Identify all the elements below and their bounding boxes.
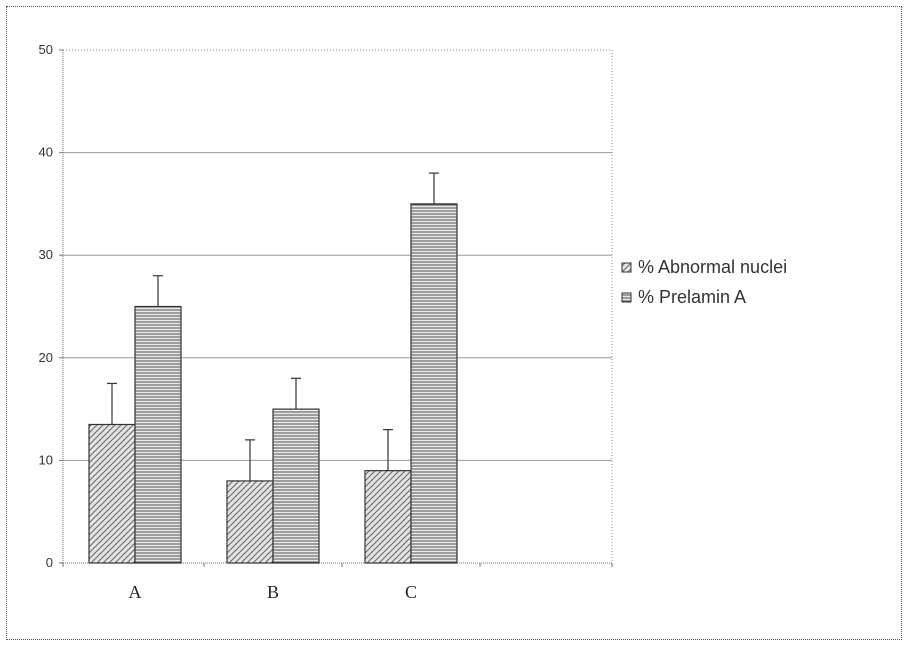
legend: % Abnormal nuclei % Prelamin A [621,257,787,307]
x-tick-label: C [405,582,417,602]
bar-A-series-1 [134,305,182,564]
y-tick-label: 10 [39,452,53,467]
y-tick-label: 50 [39,42,53,57]
y-tick-label: 40 [39,145,53,160]
labels: 0 10 20 30 40 50 A B C [39,42,417,602]
axes [59,49,613,567]
bar-B-series-1 [272,408,320,564]
y-tick-label: 20 [39,350,53,365]
bar-B-series-0 [226,480,274,564]
x-tick-label: B [267,582,279,602]
y-tick-label: 0 [46,555,53,570]
legend-swatch-0 [621,262,632,273]
bar-C-series-1 [410,203,458,564]
legend-entry-1: % Prelamin A [638,287,746,307]
legend-entry-0: % Abnormal nuclei [638,257,787,277]
bar-A-series-0 [88,423,136,564]
legend-swatch-1 [621,292,632,303]
x-tick-label: A [129,582,142,602]
y-tick-label: 30 [39,247,53,262]
bar-C-series-0 [364,470,412,564]
bars [88,172,458,564]
